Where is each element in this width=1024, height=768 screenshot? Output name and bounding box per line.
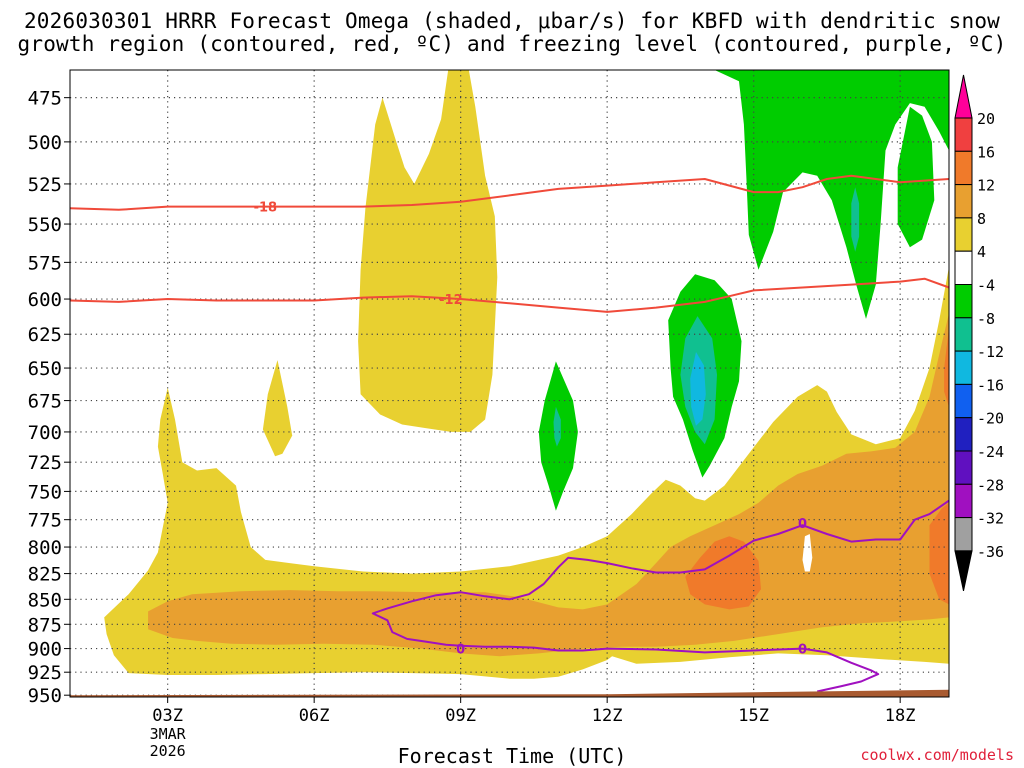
contour-label-0-2: 0	[798, 517, 807, 532]
colorbar-swatch-9	[954, 383, 973, 419]
colorbar-label--8: -8	[977, 310, 995, 328]
y-tick-label-650: 650	[28, 358, 62, 380]
y-tick-label-900: 900	[28, 639, 62, 661]
y-tick-label-500: 500	[28, 132, 62, 154]
colorbar-label--12: -12	[977, 343, 1004, 361]
y-tick-label-675: 675	[28, 391, 62, 413]
y-tick-label-950: 950	[28, 685, 62, 707]
colorbar-label--36: -36	[977, 543, 1004, 561]
colorbar-bottom-arrow	[954, 550, 973, 592]
y-tick-label-600: 600	[28, 289, 62, 311]
colorbar-label--32: -32	[977, 510, 1004, 528]
colorbar-swatch-5	[954, 250, 973, 285]
omega-region-green-ne-mass	[714, 70, 949, 319]
x-tick-label-09Z: 09Z	[445, 706, 476, 726]
omega-shading-layer	[104, 70, 949, 679]
colorbar-label--28: -28	[977, 476, 1004, 494]
colorbar-label-16: 16	[977, 143, 995, 161]
omega-region-orange-east-streak	[944, 327, 949, 407]
contour-label--18-0: -18	[254, 201, 278, 216]
x-tick-label-06Z: 06Z	[299, 706, 330, 726]
contour-line--18	[70, 174, 949, 211]
colorbar-label--24: -24	[977, 443, 1004, 461]
colorbar-label--20: -20	[977, 410, 1004, 428]
omega-region-teal-ne	[851, 187, 860, 252]
omega-region-yellow-north-column	[358, 70, 498, 432]
y-tick-label-725: 725	[28, 452, 62, 474]
pressure-axis: 475 500 525 550 575 600 625 650 675 700 725 750 775 8…	[28, 88, 70, 707]
colorbar-swatch-13	[954, 517, 973, 552]
terrain-layer	[70, 689, 949, 697]
colorbar-swatch-7	[954, 317, 973, 352]
colorbar-swatch-2	[954, 150, 973, 186]
x-axis-label: Forecast Time (UTC)	[397, 744, 627, 768]
colorbar-swatch-3	[954, 184, 973, 219]
contour-label-0-0: 0	[456, 643, 465, 658]
omega-region-white-gap	[802, 534, 813, 572]
contour-line--12	[70, 277, 949, 313]
y-tick-label-750: 750	[28, 481, 62, 503]
omega-region-green-ne-east-blob	[897, 106, 935, 248]
colorbar-label-8: 8	[977, 210, 986, 228]
omega-region-orange-strong-west	[685, 536, 761, 610]
omega-region-cyan-center	[690, 352, 706, 426]
colorbar-swatch-8	[954, 350, 973, 385]
y-tick-label-550: 550	[28, 214, 62, 236]
chart-title-line2: growth region (contoured, red, ºC) and f…	[17, 32, 1007, 56]
y-tick-label-625: 625	[28, 324, 62, 346]
colorbar-swatch-11	[954, 450, 973, 485]
colorbar-swatch-12	[954, 483, 973, 519]
plot-frame	[69, 69, 950, 698]
terrain-ground	[70, 689, 949, 697]
credit-link[interactable]: coolwx.com/models	[860, 746, 1014, 764]
x-date-label: 3MAR	[150, 725, 187, 743]
y-tick-label-825: 825	[28, 564, 62, 586]
y-tick-label-575: 575	[28, 252, 62, 274]
y-tick-label-875: 875	[28, 614, 62, 636]
contour-label--12-0: -12	[439, 293, 463, 308]
colorbar-label-12: 12	[977, 177, 995, 195]
contour-line-0	[371, 499, 949, 693]
colorbar-swatch-10	[954, 417, 973, 452]
colorbar-label-20: 20	[977, 110, 995, 128]
contour-layer: -18 -12 0 0 0	[70, 174, 949, 693]
colorbar-top-arrow	[954, 74, 973, 119]
y-tick-label-475: 475	[28, 88, 62, 110]
y-tick-label-775: 775	[28, 510, 62, 532]
colorbar-swatch-6	[954, 284, 973, 319]
y-tick-label-850: 850	[28, 589, 62, 611]
colorbar-label--4: -4	[977, 277, 995, 295]
x-tick-label-03Z: 03Z	[152, 706, 183, 726]
y-tick-label-700: 700	[28, 422, 62, 444]
x-tick-label-12Z: 12Z	[592, 706, 623, 726]
y-tick-label-925: 925	[28, 662, 62, 684]
colorbar-label-4: 4	[977, 243, 986, 261]
colorbar-swatch-4	[954, 217, 973, 252]
y-tick-label-800: 800	[28, 537, 62, 559]
x-tick-label-18Z: 18Z	[885, 706, 916, 726]
omega-region-orange-strong-east	[929, 502, 949, 605]
colorbar-swatch-1	[954, 117, 973, 152]
colorbar-label--16: -16	[977, 376, 1004, 394]
contour-label-0-1: 0	[798, 643, 807, 658]
colorbar: 20 16 12 8 4 -4 -8 -12 -16 -20 -24 -28 -32 -36	[954, 74, 1004, 592]
omega-region-teal-left	[553, 406, 561, 447]
gridlines	[70, 70, 949, 697]
x-year-label: 2026	[150, 742, 186, 760]
y-tick-label-525: 525	[28, 174, 62, 196]
x-tick-label-15Z: 15Z	[738, 706, 769, 726]
omega-region-yellow-small-leaf	[262, 360, 293, 457]
chart-title-line1: 2026030301 HRRR Forecast Omega (shaded, …	[23, 9, 1001, 33]
